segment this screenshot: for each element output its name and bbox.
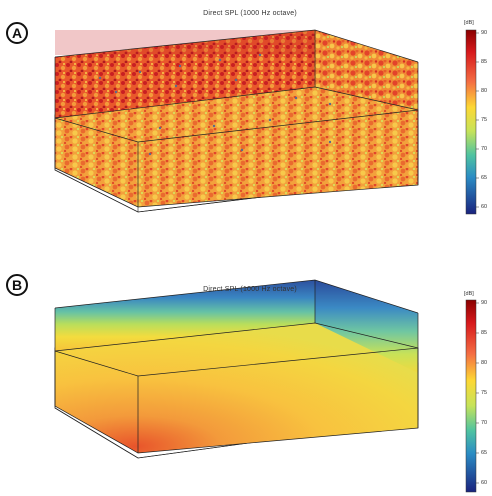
colorbar-tick: 85: [481, 330, 488, 336]
colorbar: [465, 299, 477, 493]
colorbar-tick: 60: [481, 204, 488, 210]
back-wall: [55, 30, 315, 118]
right-wall: [315, 280, 418, 373]
colorbar-tick: 80: [481, 360, 488, 366]
room-model-a: [54, 29, 479, 215]
right-wall: [315, 30, 418, 110]
colorbar: [465, 29, 477, 215]
room-model-b: [54, 279, 479, 493]
panel-title: Direct SPL (1000 Hz octave): [203, 10, 297, 17]
colorbar-tick: 90: [481, 300, 488, 306]
panel-b: B Direct SPL (1000 Hz octave) [dB] 90 85…: [0, 248, 492, 496]
panel-letter: A: [6, 22, 28, 44]
receiver-points: [98, 53, 332, 156]
colorbar-tick: 85: [481, 59, 488, 65]
box-outline: [54, 279, 419, 454]
colorbar-tick: 90: [481, 30, 488, 36]
floor-surface: [55, 323, 418, 453]
back-wall: [55, 280, 315, 351]
colorbar-tick: 60: [481, 480, 488, 486]
panel-title: Direct SPL (1000 Hz octave): [203, 286, 297, 293]
panel-letter: B: [6, 274, 28, 296]
colorbar-unit: [dB]: [464, 20, 474, 26]
colorbar-tick: 70: [481, 146, 488, 152]
colorbar-tick: 75: [481, 390, 488, 396]
colorbar-tick: 70: [481, 420, 488, 426]
colorbar-tick: 65: [481, 175, 488, 181]
colorbar-tick: 75: [481, 117, 488, 123]
colorbar-unit: [dB]: [464, 291, 474, 297]
box-outline: [54, 29, 419, 208]
colorbar-tick: 80: [481, 88, 488, 94]
colorbar-tick: 65: [481, 450, 488, 456]
panel-a: A Direct SPL (1000 Hz octave) [dB] 90 85…: [6, 10, 488, 215]
floor-surface: [55, 87, 418, 207]
